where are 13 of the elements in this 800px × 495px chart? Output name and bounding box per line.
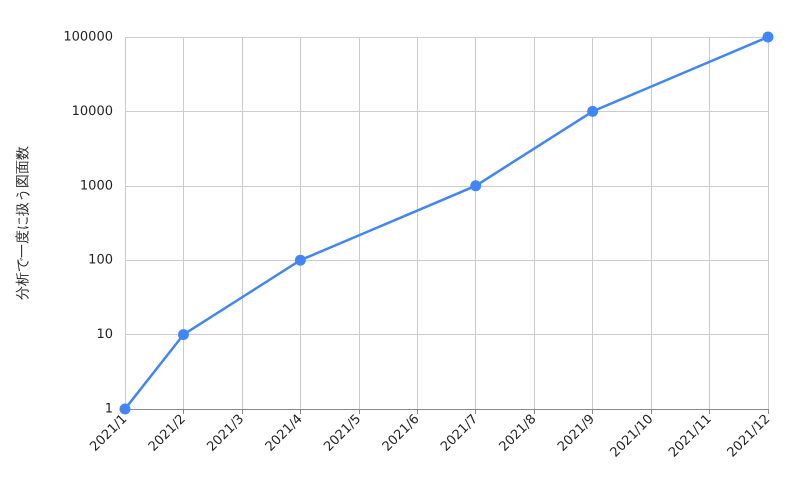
point (120, 404, 130, 414)
point (762, 32, 774, 42)
point (178, 329, 189, 340)
y-tick-label: 100000 (63, 30, 113, 44)
y-tick-label: 10000 (72, 104, 113, 119)
point (294, 254, 306, 266)
y-tick-label: 10 (96, 327, 113, 342)
y-tick-label: 1000 (80, 178, 113, 194)
y-tick-label: 1 (104, 402, 113, 416)
y-axis-title: 分析で一度に扱う図面数 (15, 146, 31, 300)
point (470, 180, 482, 192)
point (587, 106, 598, 117)
y-tick-label: 100 (88, 252, 113, 268)
